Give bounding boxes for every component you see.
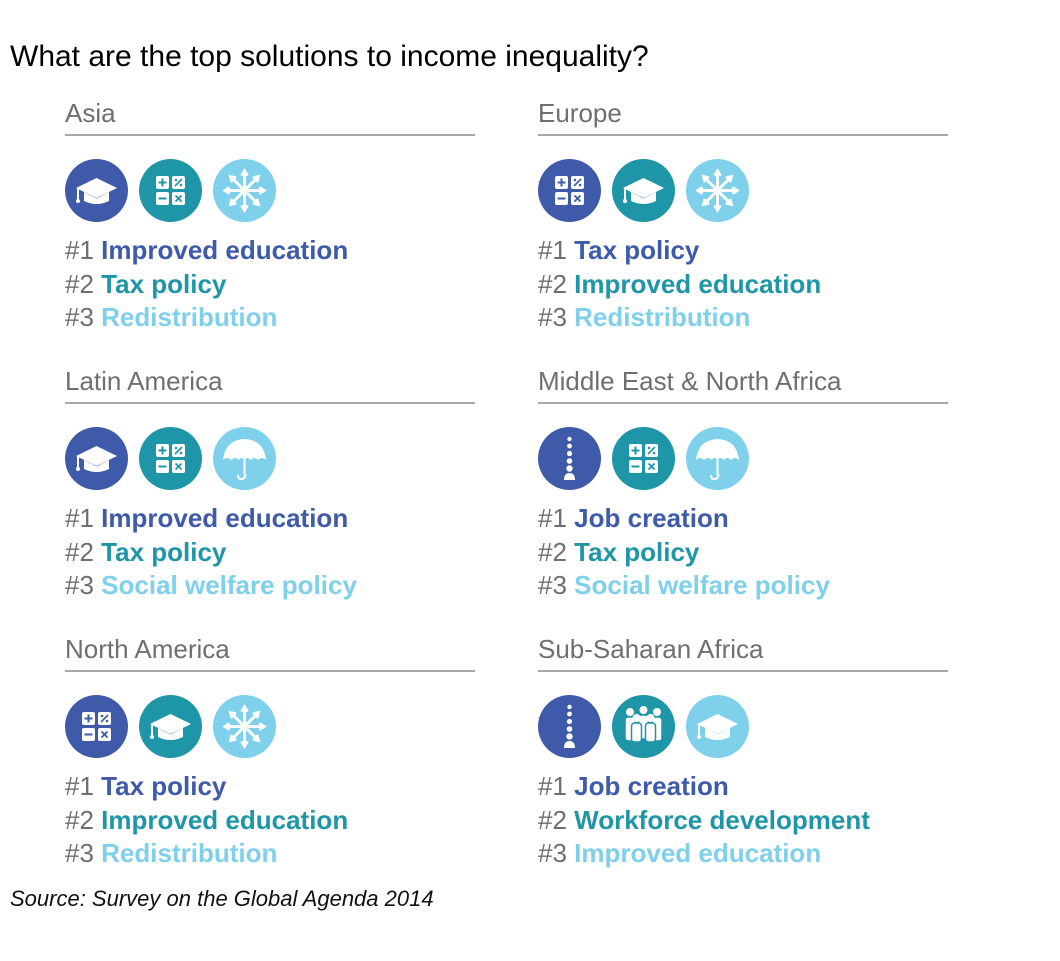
rank-number: #2 xyxy=(65,536,94,567)
rank-number: #1 xyxy=(65,503,94,533)
region-panel: North America #1 Tax policy #2 Improved e… xyxy=(65,632,475,871)
solution-icons xyxy=(538,159,948,222)
solution-label: Tax policy xyxy=(101,536,227,567)
ranking-item: #1 Tax policy xyxy=(65,770,475,804)
region-panel: Asia #1 Improved education #2 Tax policy #… xyxy=(65,96,475,335)
solution-label: Tax policy xyxy=(574,235,700,265)
graduation-cap-icon xyxy=(65,427,128,490)
solution-label: Redistribution xyxy=(574,302,751,332)
region-name: Europe xyxy=(538,96,948,136)
ranking-item: #2 Tax policy xyxy=(65,536,475,570)
graduation-cap-icon xyxy=(612,159,675,222)
region-name: Middle East & North Africa xyxy=(538,364,948,404)
rank-number: #1 xyxy=(65,235,94,265)
ranking-item: #1 Improved education xyxy=(65,502,475,536)
page-title: What are the top solutions to income ine… xyxy=(10,40,649,73)
solution-label: Redistribution xyxy=(101,838,278,868)
job-ladder-icon xyxy=(538,427,601,490)
rank-number: #3 xyxy=(65,570,94,600)
ranking-item: #3 Redistribution xyxy=(538,301,948,335)
graduation-cap-icon xyxy=(65,159,128,222)
rank-number: #1 xyxy=(65,771,94,801)
solution-label: Workforce development xyxy=(574,804,870,835)
ranking-item: #2 Workforce development xyxy=(538,804,948,838)
ranking-item: #2 Improved education xyxy=(65,804,475,838)
rank-number: #3 xyxy=(538,570,567,600)
ranking-list: #1 Tax policy #2 Improved education #3 Red… xyxy=(65,770,475,871)
solution-icons xyxy=(65,427,475,490)
region-panel: Middle East & North Africa #1 Job creati… xyxy=(538,364,948,603)
ranking-item: #3 Social welfare policy xyxy=(65,569,475,603)
ranking-list: #1 Improved education #2 Tax policy #3 Soc… xyxy=(65,502,475,603)
ranking-item: #3 Social welfare policy xyxy=(538,569,948,603)
solution-label: Improved education xyxy=(574,268,822,299)
calculator-icon xyxy=(139,427,202,490)
ranking-item: #3 Redistribution xyxy=(65,837,475,871)
ranking-item: #2 Tax policy xyxy=(538,536,948,570)
solution-label: Job creation xyxy=(574,771,729,801)
graduation-cap-icon xyxy=(686,695,749,758)
rank-number: #2 xyxy=(65,268,94,299)
region-name: Latin America xyxy=(65,364,475,404)
region-panel: Europe #1 Tax policy #2 Improved educatio… xyxy=(538,96,948,335)
solution-label: Improved education xyxy=(574,838,822,868)
umbrella-icon xyxy=(213,427,276,490)
job-ladder-icon xyxy=(538,695,601,758)
region-name: Asia xyxy=(65,96,475,136)
region-name: Sub-Saharan Africa xyxy=(538,632,948,672)
rank-number: #3 xyxy=(65,838,94,868)
ranking-list: #1 Job creation #2 Workforce development #… xyxy=(538,770,948,871)
rank-number: #2 xyxy=(538,804,567,835)
ranking-item: #1 Job creation xyxy=(538,502,948,536)
workforce-icon xyxy=(612,695,675,758)
ranking-item: #1 Improved education xyxy=(65,234,475,268)
solution-label: Tax policy xyxy=(101,771,227,801)
ranking-item: #1 Tax policy xyxy=(538,234,948,268)
solution-label: Tax policy xyxy=(101,268,227,299)
umbrella-icon xyxy=(686,427,749,490)
ranking-list: #1 Tax policy #2 Improved education #3 Red… xyxy=(538,234,948,335)
solution-icons xyxy=(538,427,948,490)
solution-label: Social welfare policy xyxy=(101,570,357,600)
solution-label: Improved education xyxy=(101,235,349,265)
region-name: North America xyxy=(65,632,475,672)
solution-label: Improved education xyxy=(101,804,349,835)
ranking-list: #1 Improved education #2 Tax policy #3 Red… xyxy=(65,234,475,335)
redistribution-icon xyxy=(213,695,276,758)
region-panel: Latin America #1 Improved education #2 Ta… xyxy=(65,364,475,603)
calculator-icon xyxy=(65,695,128,758)
ranking-item: #3 Redistribution xyxy=(65,301,475,335)
ranking-item: #2 Improved education xyxy=(538,268,948,302)
source-note: Source: Survey on the Global Agenda 2014 xyxy=(10,886,434,911)
rank-number: #2 xyxy=(538,536,567,567)
ranking-list: #1 Job creation #2 Tax policy #3 Social we… xyxy=(538,502,948,603)
rank-number: #3 xyxy=(65,302,94,332)
ranking-item: #1 Job creation xyxy=(538,770,948,804)
graduation-cap-icon xyxy=(139,695,202,758)
solution-label: Redistribution xyxy=(101,302,278,332)
region-panel: Sub-Saharan Africa #1 Job creation #2 Wor… xyxy=(538,632,948,871)
solution-icons xyxy=(538,695,948,758)
redistribution-icon xyxy=(686,159,749,222)
ranking-item: #3 Improved education xyxy=(538,837,948,871)
solution-label: Job creation xyxy=(574,503,729,533)
rank-number: #3 xyxy=(538,838,567,868)
redistribution-icon xyxy=(213,159,276,222)
solution-label: Improved education xyxy=(101,503,349,533)
rank-number: #2 xyxy=(65,804,94,835)
rank-number: #1 xyxy=(538,771,567,801)
solution-label: Social welfare policy xyxy=(574,570,830,600)
solution-icons xyxy=(65,695,475,758)
solution-label: Tax policy xyxy=(574,536,700,567)
calculator-icon xyxy=(538,159,601,222)
solution-icons xyxy=(65,159,475,222)
rank-number: #1 xyxy=(538,503,567,533)
rank-number: #1 xyxy=(538,235,567,265)
rank-number: #2 xyxy=(538,268,567,299)
calculator-icon xyxy=(612,427,675,490)
ranking-item: #2 Tax policy xyxy=(65,268,475,302)
rank-number: #3 xyxy=(538,302,567,332)
calculator-icon xyxy=(139,159,202,222)
